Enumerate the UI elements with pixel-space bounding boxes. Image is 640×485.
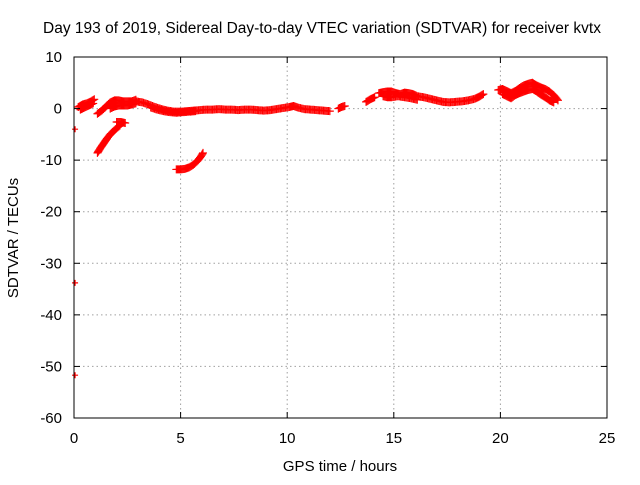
axis-ticks [73,56,608,419]
data-point [89,99,98,108]
data-point [340,101,349,110]
x-tick-label: 10 [279,430,296,447]
y-tick-label: 10 [45,49,62,66]
x-tick-label: 5 [176,430,184,447]
plot-frame [73,56,608,419]
y-tick-label: -50 [40,358,62,375]
data-point [325,107,334,116]
data-point [191,107,200,116]
data-point [413,95,422,104]
chart-title: Day 193 of 2019, Sidereal Day-to-day VTE… [43,20,601,37]
data-point [549,98,558,107]
data-point [553,96,562,105]
y-axis-label: SDTVAR / TECUs [5,178,22,298]
x-tick-label: 25 [599,430,616,447]
y-tick-label: -30 [40,255,62,272]
y-tick-label: -40 [40,307,62,324]
data-point [90,95,99,104]
data-point [479,90,488,99]
data-point [370,93,379,102]
data-point [552,94,561,103]
y-tick-label: 0 [54,101,62,118]
y-tick-label: -20 [40,204,62,221]
x-tick-label: 20 [492,430,509,447]
x-tick-label: 0 [70,430,78,447]
data-point [198,148,207,157]
data-points [72,78,562,379]
data-point [72,279,79,286]
y-tick-label: -60 [40,410,62,427]
x-tick-label: 15 [385,430,402,447]
y-tick-label: -10 [40,152,62,169]
data-point [121,119,130,128]
data-point [72,372,79,379]
data-point [478,90,487,99]
x-axis-label: GPS time / hours [283,458,397,475]
data-point [72,126,79,133]
data-point [198,150,207,159]
x-tick-labels: 0 5 10 15 20 25 [70,430,616,447]
y-tick-labels: 10 0 -10 -20 -30 -40 -50 -60 [40,49,62,427]
